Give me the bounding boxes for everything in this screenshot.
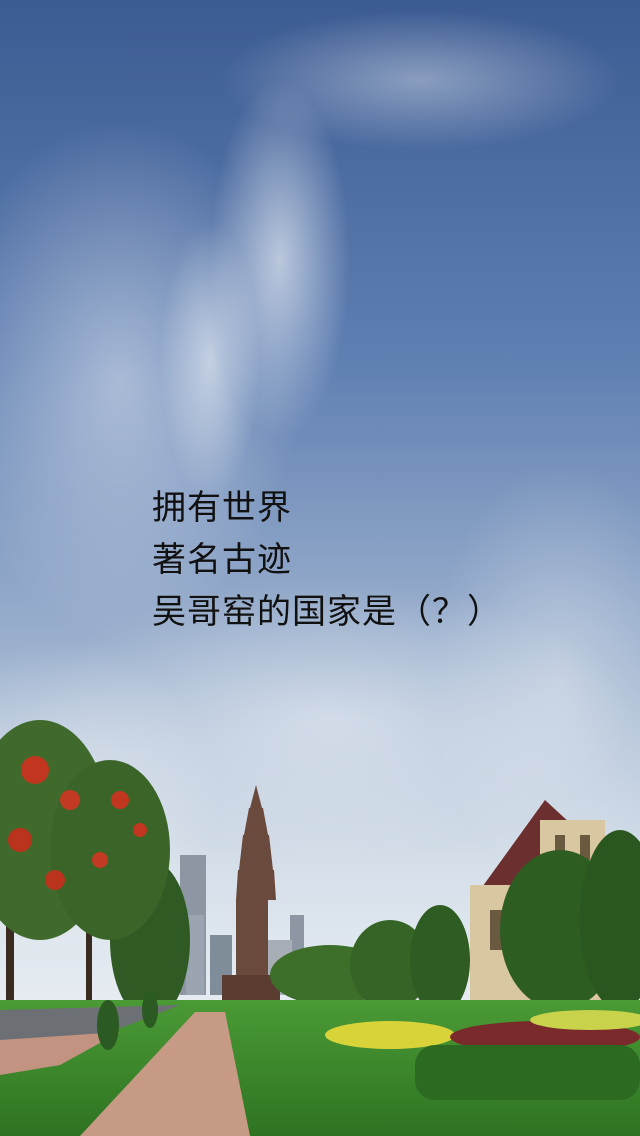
road: [0, 1005, 180, 1040]
hedge: [415, 1045, 640, 1100]
walkway: [80, 1012, 250, 1136]
flower-bed-yellow: [325, 1021, 455, 1049]
question-line-1: 拥有世界: [152, 488, 292, 528]
question-line-3: 吴哥窑的国家是（？）: [152, 592, 502, 632]
quiz-question: 拥有世界 著名古迹 吴哥窑的国家是（？）: [152, 482, 612, 638]
monument-tower: [222, 785, 280, 1000]
question-line-2: 著名古迹: [152, 540, 292, 580]
clouds: [0, 10, 640, 960]
red-tree: [0, 720, 170, 1060]
